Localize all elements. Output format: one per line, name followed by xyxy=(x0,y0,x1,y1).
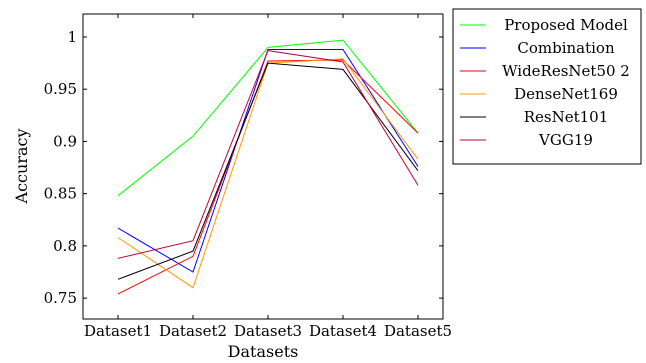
series-layer xyxy=(117,39,419,295)
y-tick-label: 0.9 xyxy=(53,132,77,150)
legend-label: VGG19 xyxy=(538,131,593,149)
plot-frame xyxy=(82,13,444,320)
series-line-combination xyxy=(117,49,419,273)
legend: Proposed Model Combination WideResNet50 2 D… xyxy=(452,8,642,165)
legend-label: WideResNet50 2 xyxy=(502,62,630,80)
x-tick-label: Dataset5 xyxy=(384,322,452,340)
legend-frame xyxy=(452,8,642,165)
x-tick-label: Dataset2 xyxy=(159,322,227,340)
legend-label: ResNet101 xyxy=(524,108,609,126)
y-tick-label: 0.8 xyxy=(53,237,77,255)
y-tick-label: 0.75 xyxy=(44,289,77,307)
x-axis-title: Datasets xyxy=(228,342,299,361)
series-line-densenet169 xyxy=(117,58,419,289)
legend-entries: Proposed Model Combination WideResNet50 2 D… xyxy=(460,16,630,149)
tick-layer: 0.75 0.8 0.85 0.9 0.95 1 Dataset1 Dataset2 Datas… xyxy=(44,14,452,340)
y-tick-label: 0.95 xyxy=(44,80,77,98)
legend-label: Combination xyxy=(517,39,615,57)
y-tick-label: 1 xyxy=(67,28,77,46)
series-line-wideresnet50-2 xyxy=(117,59,419,295)
y-tick-label: 0.85 xyxy=(44,185,77,203)
series-line-vgg19 xyxy=(117,50,419,259)
legend-label: Proposed Model xyxy=(504,16,628,34)
legend-label: DenseNet169 xyxy=(514,85,618,103)
x-tick-label: Dataset1 xyxy=(84,322,152,340)
x-tick-label: Dataset4 xyxy=(309,322,377,340)
x-tick-label: Dataset3 xyxy=(234,322,302,340)
y-axis-title: Accuracy xyxy=(12,129,31,205)
series-line-proposed-model xyxy=(117,39,419,197)
